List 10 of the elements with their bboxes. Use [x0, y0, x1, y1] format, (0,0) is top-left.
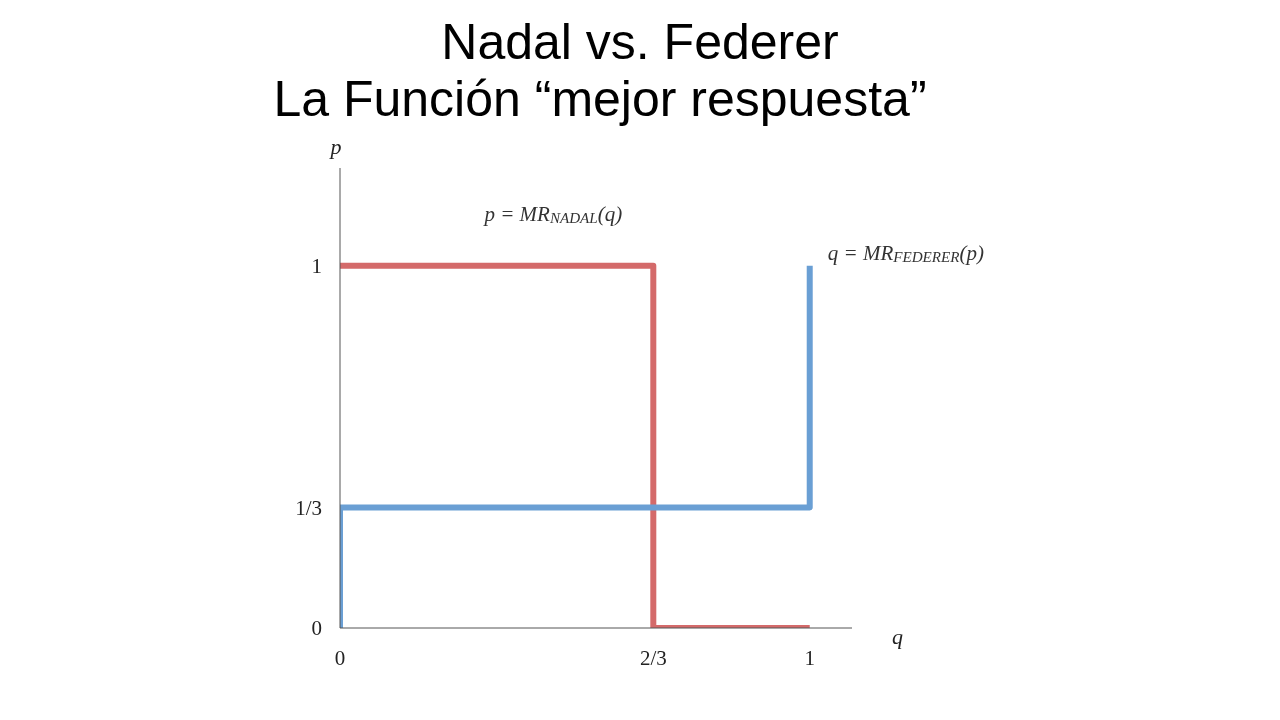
y-tick-label: 1/3: [295, 495, 322, 520]
x-tick-label: 2/3: [639, 645, 667, 670]
y-tick-label: 1: [311, 254, 322, 279]
y-axis-title: p: [328, 134, 342, 159]
x-tick-label: 1: [804, 645, 815, 670]
chart-subtitle: La Función “mejor respuesta”: [272, 70, 928, 128]
y-tick-label: 0: [311, 616, 322, 641]
x-axis-title: q: [892, 624, 903, 649]
chart-title: Nadal vs. Federer: [440, 14, 840, 70]
x-tick-label: 0: [334, 645, 346, 670]
